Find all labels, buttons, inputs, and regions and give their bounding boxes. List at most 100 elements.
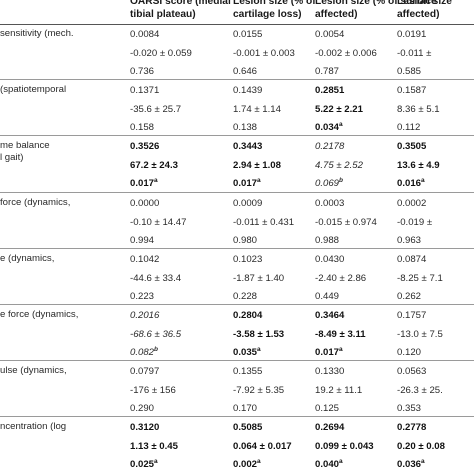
cell-text: 0.228	[233, 290, 258, 302]
slope-value: -0.020 ± 0.059	[130, 48, 192, 60]
slope-value: -35.6 ± 25.7	[130, 104, 181, 116]
column-header-line: affected)	[397, 8, 440, 20]
slope-value: 0.099 ± 0.043	[315, 441, 374, 453]
table-row: e (dynamics, 0.1042 0.1023 0.0430 0.0874 -44.…	[0, 249, 474, 307]
significance-marker: a	[339, 121, 343, 128]
cell-text: 0.3443	[233, 141, 263, 153]
r2-value: 0.1023	[233, 254, 262, 266]
r2-value: 0.0874	[397, 254, 426, 266]
r2-value: 0.0002	[397, 198, 426, 210]
cell-text: 0.0874	[397, 253, 427, 265]
p-value: 0.223	[130, 291, 154, 303]
slope-value: -3.58 ± 1.53	[233, 329, 284, 341]
cell-text: -44.6 ± 33.4	[130, 272, 182, 284]
table-row: sensitivity (mech. 0.0084 0.0155 0.0054 0.01…	[0, 24, 474, 82]
slope-value: -8.49 ± 3.11	[315, 329, 366, 341]
slope-value: 4.75 ± 2.52	[315, 160, 363, 172]
row-label: sensitivity (mech.	[0, 28, 74, 40]
row-divider	[0, 248, 474, 249]
r2-value: 0.1042	[130, 254, 159, 266]
cell-text: 0.980	[233, 234, 258, 246]
p-value: 0.120	[397, 347, 421, 359]
cell-text: -2.40 ± 2.86	[315, 272, 367, 284]
significance-marker: a	[154, 177, 158, 185]
p-value: 0.585	[397, 66, 421, 78]
p-value: 0.138	[233, 122, 257, 134]
cell-text: 0.0000	[130, 197, 160, 209]
p-value: 0.963	[397, 235, 421, 247]
table-header: OARSI score (medial tibial plateau) Lesion…	[0, 0, 474, 24]
cell-text: 0.0002	[397, 197, 427, 209]
r2-value: 0.2016	[130, 310, 159, 322]
cell-text: 0.2804	[233, 310, 263, 321]
row-label: force (dynamics,	[0, 197, 70, 209]
slope-value: 19.2 ± 11.1	[315, 385, 362, 397]
column-header-line: Lesion size	[397, 0, 452, 7]
cell-text: -8.25 ± 7.1	[397, 272, 443, 284]
significance-marker: a	[339, 345, 343, 353]
cell-text: 0.988	[315, 234, 340, 246]
p-value: 0.002a	[233, 458, 261, 471]
cell-text: -0.002 ± 0.006	[315, 48, 377, 59]
significance-marker: a	[339, 458, 343, 466]
cell-text: 0.017	[315, 347, 340, 358]
p-value: 0.112	[397, 122, 420, 134]
p-value: 0.082b	[130, 345, 158, 359]
cell-text: 1.74 ± 1.14	[233, 104, 281, 116]
cell-text: 0.290	[130, 403, 155, 415]
cell-text: 0.1439	[233, 85, 263, 97]
cell-text: 8.36 ± 5.1	[397, 104, 440, 116]
r2-value: 0.1439	[233, 85, 262, 97]
slope-value: -1.87 ± 1.40	[233, 273, 284, 285]
r2-value: 0.2778	[397, 422, 426, 434]
row-label: e (dynamics,	[0, 253, 54, 265]
r2-value: 0.0054	[315, 29, 344, 41]
cell-text: 5.22 ± 2.21	[315, 104, 363, 116]
slope-value: -7.92 ± 5.35	[233, 385, 284, 397]
cell-text: 0.3120	[130, 422, 160, 434]
cell-text: 2.94 ± 1.08	[233, 160, 281, 172]
cell-text: 0.099 ± 0.043	[315, 441, 374, 453]
significance-marker: a	[421, 458, 425, 466]
cell-text: 0.994	[130, 234, 155, 246]
cell-text: 0.1757	[397, 310, 427, 321]
column-header: Lesion size (% of cartilage loss)	[233, 0, 316, 21]
cell-text: -0.020 ± 0.059	[130, 48, 192, 59]
slope-value: -0.10 ± 14.47	[130, 217, 186, 229]
p-value: 0.017a	[233, 177, 261, 190]
table-row: force (dynamics, 0.0000 0.0009 0.0003 0.0002…	[0, 193, 474, 251]
cell-text: 0.1330	[315, 366, 345, 378]
p-value: 0.158	[130, 122, 154, 134]
p-value: 0.170	[233, 403, 257, 415]
cell-text: 0.223	[130, 290, 155, 302]
r2-value: 0.1371	[130, 85, 159, 97]
cell-text: 0.0430	[315, 253, 345, 265]
p-value: 0.040a	[315, 458, 343, 471]
significance-marker: a	[154, 458, 158, 466]
slope-value: 5.22 ± 2.21	[315, 104, 363, 116]
cell-text: 0.736	[130, 66, 155, 77]
r2-value: 0.3464	[315, 310, 344, 322]
cell-text: -0.001 ± 0.003	[233, 48, 295, 59]
slope-value: -176 ± 156	[130, 385, 176, 397]
r2-value: 0.3526	[130, 141, 159, 153]
table-row: (spatiotemporal 0.1371 0.1439 0.2851 0.1587 -…	[0, 80, 474, 138]
slope-value: -0.002 ± 0.006	[315, 48, 377, 60]
cell-text: 0.262	[397, 290, 422, 302]
cell-text: -8.49 ± 3.11	[315, 329, 366, 340]
significance-marker: a	[257, 177, 261, 185]
r2-value: 0.2694	[315, 422, 344, 434]
p-value: 0.980	[233, 235, 257, 247]
slope-value: 0.20 ± 0.08	[397, 441, 445, 453]
cell-text: -26.3 ± 25.	[397, 385, 443, 397]
column-header-line: tibial plateau)	[130, 8, 196, 20]
r2-value: 0.0003	[315, 198, 344, 210]
p-value: 0.262	[397, 291, 421, 303]
row-label-line: ulse (dynamics,	[0, 365, 67, 377]
cell-text: 0.017	[130, 178, 155, 190]
significance-marker: b	[154, 345, 158, 353]
column-header-line: Lesion size (% of surface	[315, 0, 437, 7]
cell-text: 0.787	[315, 66, 340, 77]
slope-value: -68.6 ± 36.5	[130, 329, 181, 341]
cell-text: 0.5085	[233, 422, 263, 434]
